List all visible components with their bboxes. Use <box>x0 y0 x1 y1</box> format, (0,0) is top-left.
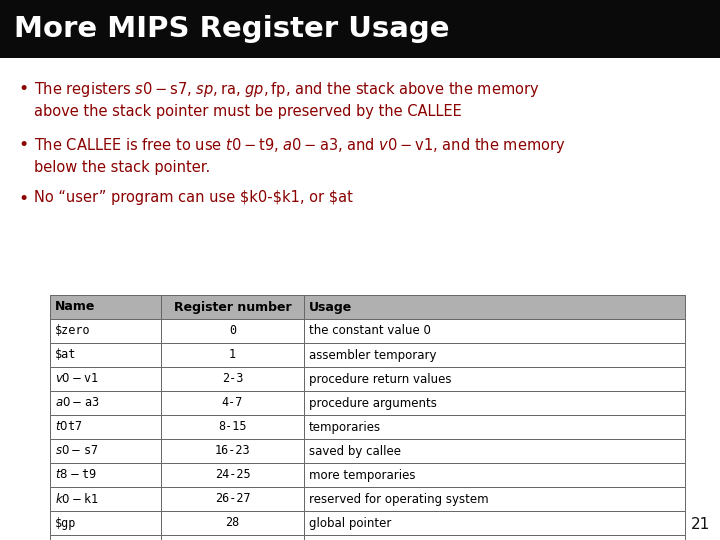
Bar <box>50 535 161 540</box>
Bar <box>161 343 304 367</box>
Bar <box>161 367 304 391</box>
Bar <box>50 319 161 343</box>
Text: 1: 1 <box>229 348 236 361</box>
Bar <box>161 463 304 487</box>
Text: The registers $s0-$s7, $sp, $ra, $gp, $fp, and the stack above the memory
above : The registers $s0-$s7, $sp, $ra, $gp, $f… <box>34 80 539 119</box>
Text: $t0 $t7: $t0 $t7 <box>55 421 82 434</box>
Text: More MIPS Register Usage: More MIPS Register Usage <box>14 15 449 43</box>
Bar <box>304 535 685 540</box>
Bar <box>50 367 161 391</box>
Bar <box>161 535 304 540</box>
Bar <box>50 415 161 439</box>
Bar <box>50 343 161 367</box>
Text: Register number: Register number <box>174 300 292 314</box>
Text: $s0-$s7: $s0-$s7 <box>55 444 98 457</box>
Text: 28: 28 <box>225 516 240 530</box>
Text: $t8-$t9: $t8-$t9 <box>55 469 97 482</box>
Text: saved by callee: saved by callee <box>309 444 401 457</box>
Text: temporaries: temporaries <box>309 421 381 434</box>
Bar <box>161 295 304 319</box>
Text: $k0-$k1: $k0-$k1 <box>55 492 99 506</box>
Bar <box>304 367 685 391</box>
Text: 24-25: 24-25 <box>215 469 251 482</box>
Text: procedure return values: procedure return values <box>309 373 451 386</box>
Bar <box>304 463 685 487</box>
Bar <box>161 487 304 511</box>
Text: 26-27: 26-27 <box>215 492 251 505</box>
Bar <box>304 415 685 439</box>
Bar <box>304 511 685 535</box>
Text: 8-15: 8-15 <box>218 421 247 434</box>
Text: assembler temporary: assembler temporary <box>309 348 436 361</box>
Bar <box>161 391 304 415</box>
Bar <box>161 319 304 343</box>
Bar <box>304 487 685 511</box>
Bar <box>50 463 161 487</box>
Text: $a0-$a3: $a0-$a3 <box>55 396 99 409</box>
Bar <box>50 391 161 415</box>
Text: 4-7: 4-7 <box>222 396 243 409</box>
Bar <box>50 487 161 511</box>
Bar <box>0 0 720 58</box>
Text: The CALLEE is free to use $t0-$t9, $a0-$a3, and $v0-$v1, and the memory
below th: The CALLEE is free to use $t0-$t9, $a0-$… <box>34 136 565 176</box>
Bar <box>304 439 685 463</box>
Bar <box>50 439 161 463</box>
Text: procedure arguments: procedure arguments <box>309 396 437 409</box>
Text: Name: Name <box>55 300 95 314</box>
Bar <box>161 511 304 535</box>
Bar <box>304 319 685 343</box>
Text: •: • <box>18 136 28 154</box>
Bar <box>304 295 685 319</box>
Bar <box>304 391 685 415</box>
Bar <box>50 295 161 319</box>
Text: •: • <box>18 80 28 98</box>
Text: 0: 0 <box>229 325 236 338</box>
Text: $gp: $gp <box>55 516 76 530</box>
Bar <box>161 439 304 463</box>
Text: $zero: $zero <box>55 325 91 338</box>
Text: $at: $at <box>55 348 76 361</box>
Text: 16-23: 16-23 <box>215 444 251 457</box>
Text: global pointer: global pointer <box>309 516 392 530</box>
Text: Usage: Usage <box>309 300 352 314</box>
Text: reserved for operating system: reserved for operating system <box>309 492 489 505</box>
Text: the constant value 0: the constant value 0 <box>309 325 431 338</box>
Text: 21: 21 <box>690 517 710 532</box>
Text: •: • <box>18 190 28 208</box>
Text: 2-3: 2-3 <box>222 373 243 386</box>
Text: more temporaries: more temporaries <box>309 469 415 482</box>
Text: No “user” program can use $k0-$k1, or $at: No “user” program can use $k0-$k1, or $a… <box>34 190 353 205</box>
Text: $v0-$v1: $v0-$v1 <box>55 373 99 386</box>
Bar <box>50 511 161 535</box>
Bar <box>161 415 304 439</box>
Bar <box>304 343 685 367</box>
